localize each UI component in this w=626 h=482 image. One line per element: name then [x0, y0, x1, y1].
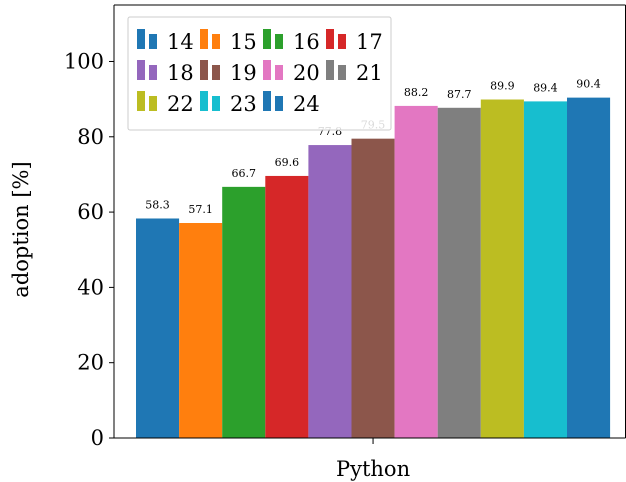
bar-series-23	[523, 101, 567, 439]
legend-item-20: 20	[263, 60, 320, 85]
legend-swatch	[149, 96, 157, 111]
legend-swatch	[212, 65, 220, 80]
legend-label: 20	[293, 61, 320, 85]
data-label-series-22: 89.9	[490, 80, 515, 93]
bar-series-21	[437, 107, 481, 438]
y-tick-label: 100	[64, 49, 104, 73]
legend-swatch	[263, 91, 271, 111]
legend-label: 19	[230, 61, 257, 85]
legend-swatch	[149, 34, 157, 49]
legend-swatch	[263, 29, 271, 49]
bar-series-16	[222, 186, 266, 438]
legend-swatch	[275, 96, 283, 111]
legend-swatch	[212, 34, 220, 49]
data-label-series-20: 88.2	[404, 86, 429, 99]
legend-swatch	[137, 60, 145, 80]
y-tick-label: 60	[77, 200, 104, 224]
y-tick-label: 40	[77, 275, 104, 299]
bar-series-19	[351, 138, 395, 438]
data-label-series-24: 90.4	[576, 78, 601, 91]
legend-swatch	[275, 65, 283, 80]
legend-label: 17	[356, 30, 383, 54]
legend-label: 16	[293, 30, 320, 54]
data-labels-layer: 58.357.166.769.677.879.588.287.789.989.4…	[145, 78, 601, 216]
legend-item-22: 22	[137, 91, 194, 116]
x-axis-label: Python	[336, 457, 410, 481]
legend-label: 22	[167, 92, 194, 116]
data-label-series-17: 69.6	[275, 156, 300, 169]
legend-item-16: 16	[263, 29, 320, 54]
bar-series-20	[394, 105, 438, 438]
y-tick-label: 80	[77, 125, 104, 149]
legend-swatch	[263, 60, 271, 80]
bar-series-18	[308, 145, 352, 438]
y-tick-label: 0	[91, 426, 104, 450]
legend-item-21: 21	[326, 60, 383, 85]
legend-item-14: 14	[137, 29, 194, 54]
legend-swatch	[338, 34, 346, 49]
legend-label: 24	[293, 92, 320, 116]
bar-series-15	[179, 223, 223, 438]
legend-item-19: 19	[200, 60, 257, 85]
bar-series-14	[136, 218, 180, 438]
legend-item-15: 15	[200, 29, 257, 54]
data-label-series-14: 58.3	[145, 198, 170, 211]
legend-swatch	[149, 65, 157, 80]
legend-box	[127, 16, 392, 131]
legend-swatch	[212, 96, 220, 111]
legend-item-23: 23	[200, 91, 257, 116]
legend-label: 14	[167, 30, 194, 54]
legend-swatch	[275, 34, 283, 49]
legend-swatch	[137, 29, 145, 49]
legend-swatch	[326, 60, 334, 80]
data-label-series-21: 87.7	[447, 88, 472, 101]
bar-series-17	[265, 175, 309, 439]
y-axis-label: adoption [%]	[9, 161, 33, 297]
legend-label: 23	[230, 92, 257, 116]
bar-series-22	[480, 99, 524, 438]
legend-label: 18	[167, 61, 194, 85]
bar-series-24	[567, 97, 611, 438]
data-label-series-15: 57.1	[188, 203, 213, 216]
legend-item-17: 17	[326, 29, 383, 54]
legend-swatch	[200, 91, 208, 111]
y-tick-label: 20	[77, 351, 104, 375]
legend-swatch	[137, 91, 145, 111]
legend-item-24: 24	[263, 91, 320, 116]
data-label-series-16: 66.7	[232, 167, 257, 180]
legend: 14 15 16 17 18 19 20 21 22 23 24	[127, 16, 392, 131]
legend-item-18: 18	[137, 60, 194, 85]
legend-swatch	[338, 65, 346, 80]
data-label-series-23: 89.4	[533, 81, 558, 94]
legend-label: 15	[230, 30, 257, 54]
legend-swatch	[200, 60, 208, 80]
legend-swatch	[200, 29, 208, 49]
legend-label: 21	[356, 61, 383, 85]
bars-layer	[136, 97, 611, 439]
legend-swatch	[326, 29, 334, 49]
